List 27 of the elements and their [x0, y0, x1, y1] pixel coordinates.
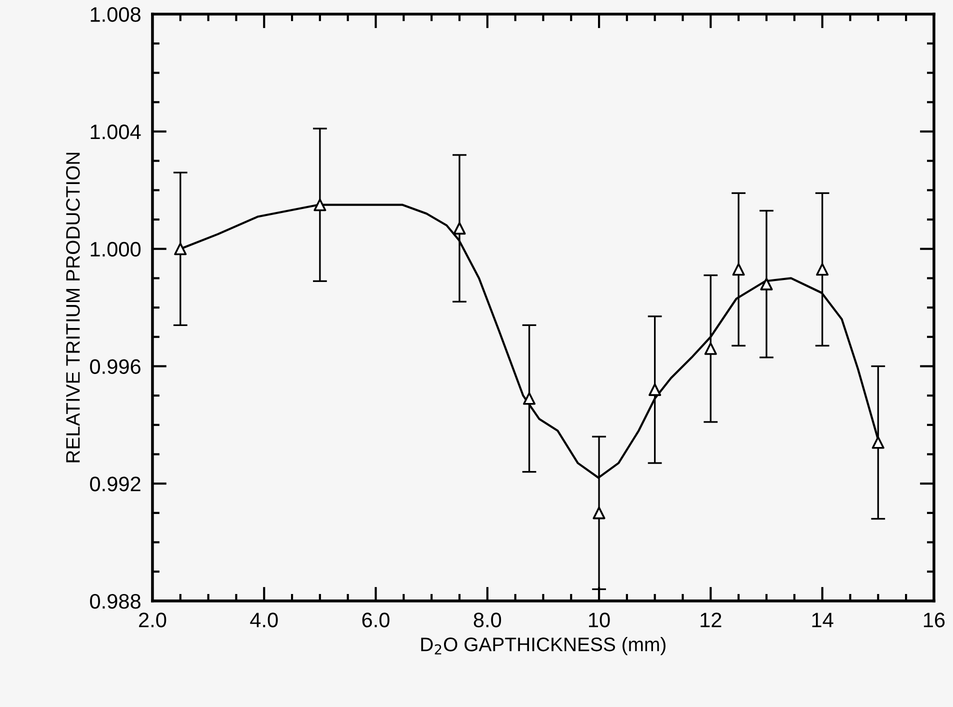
point	[816, 263, 829, 276]
y-tick-label: 1.000	[90, 242, 141, 257]
x-tick-label: 14	[812, 612, 834, 628]
point	[522, 392, 536, 405]
y-axis-title: RELATIVE TRITIUM PRODUCTION	[66, 152, 80, 462]
x-tick-label: 16	[924, 612, 945, 628]
y-tick-label: 1.008	[90, 7, 140, 22]
y-tick-label: 0.988	[90, 594, 140, 609]
point	[648, 383, 662, 396]
x-tick-label: 12	[700, 612, 722, 628]
point	[314, 198, 326, 212]
point	[872, 436, 884, 449]
point	[453, 222, 466, 235]
x-tick-label: 4.0	[250, 612, 278, 628]
point	[704, 342, 717, 355]
y-tick-label: 1.004	[90, 124, 141, 140]
y-tick-label: 0.996	[90, 359, 140, 374]
point	[732, 263, 745, 276]
x-tick-label: 10	[589, 612, 610, 628]
point	[760, 278, 773, 290]
x-axis-title: D$_{2}$O GAPTHICKNESS (mm)	[421, 637, 666, 656]
point	[592, 506, 606, 520]
point	[174, 242, 187, 256]
x-tick-label: 6.0	[362, 612, 390, 628]
x-tick-label: 8.0	[474, 612, 502, 628]
y-tick-label: 0.992	[90, 476, 140, 492]
x-tick-label: 2.0	[139, 612, 166, 628]
